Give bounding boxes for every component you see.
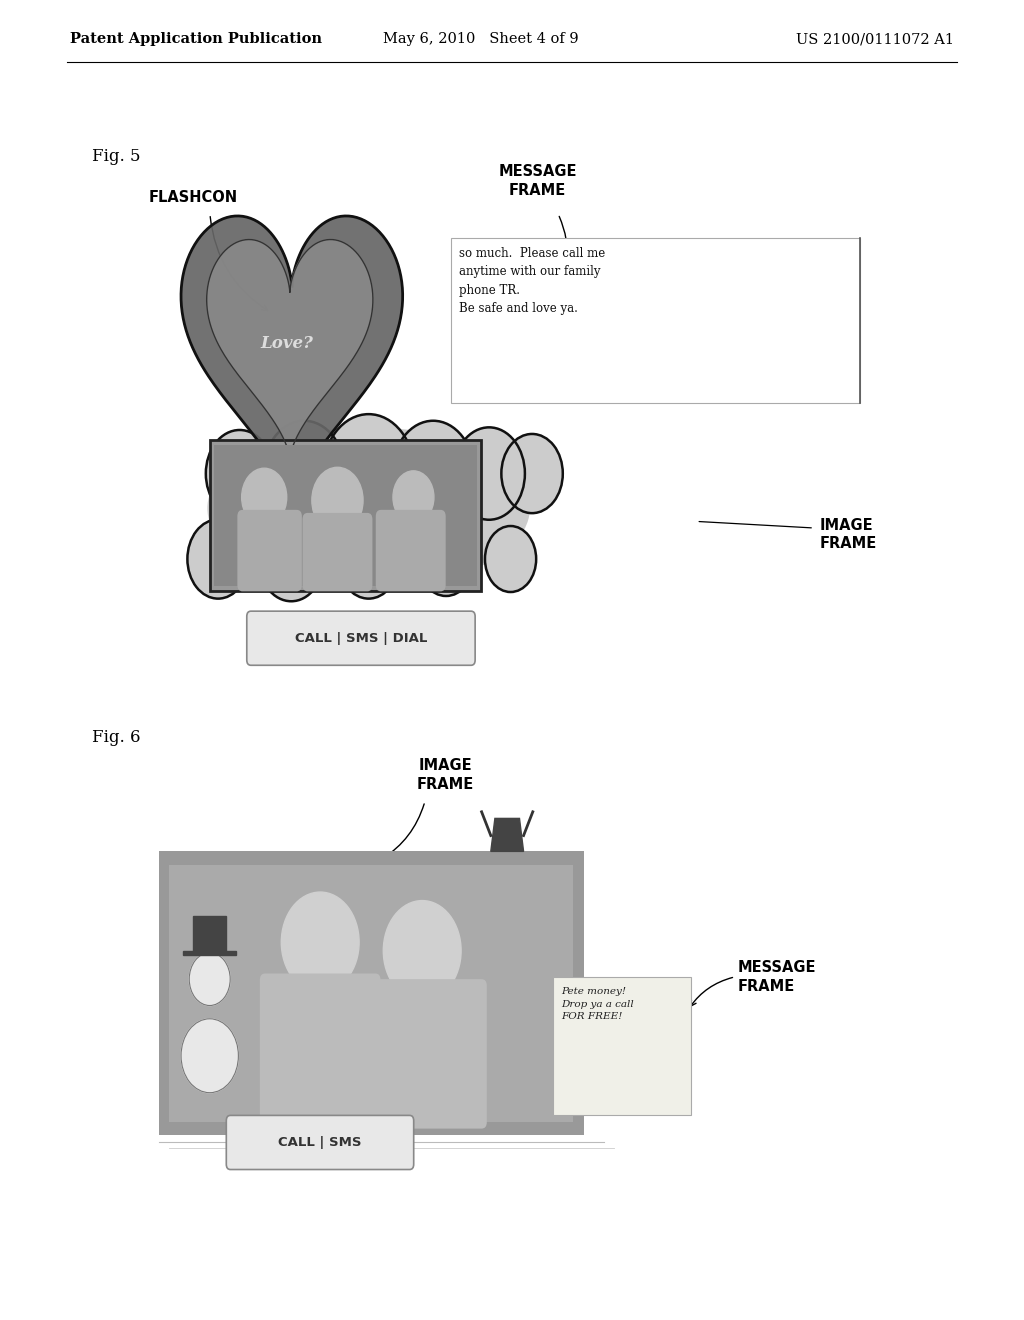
Text: MESSAGE
FRAME: MESSAGE FRAME <box>737 960 816 994</box>
FancyBboxPatch shape <box>210 440 481 591</box>
Text: FLASHCON: FLASHCON <box>148 190 238 205</box>
FancyBboxPatch shape <box>367 979 486 1129</box>
Circle shape <box>312 467 364 533</box>
Text: Patent Application Publication: Patent Application Publication <box>70 32 322 46</box>
Circle shape <box>383 900 461 1001</box>
Text: Love?: Love? <box>260 335 313 351</box>
Circle shape <box>282 892 359 993</box>
Circle shape <box>187 519 249 599</box>
Circle shape <box>181 1019 239 1093</box>
Circle shape <box>454 428 525 520</box>
Circle shape <box>418 521 475 597</box>
Text: Fig. 5: Fig. 5 <box>92 148 140 165</box>
FancyBboxPatch shape <box>226 1115 414 1170</box>
Polygon shape <box>207 239 373 459</box>
Text: IMAGE
FRAME: IMAGE FRAME <box>417 759 474 792</box>
Polygon shape <box>181 216 402 508</box>
Circle shape <box>189 953 230 1006</box>
Text: Fig. 6: Fig. 6 <box>92 729 140 746</box>
FancyBboxPatch shape <box>169 865 573 1122</box>
Circle shape <box>393 471 434 524</box>
FancyBboxPatch shape <box>302 513 373 591</box>
Circle shape <box>485 525 537 591</box>
Circle shape <box>206 430 273 517</box>
Circle shape <box>502 434 563 513</box>
Text: CALL | SMS: CALL | SMS <box>279 1137 361 1148</box>
Text: so much.  Please call me
anytime with our family
phone TR.
Be safe and love ya.: so much. Please call me anytime with our… <box>459 247 605 315</box>
FancyBboxPatch shape <box>376 510 445 591</box>
Circle shape <box>263 421 345 527</box>
FancyBboxPatch shape <box>238 510 302 591</box>
Text: CALL | SMS | DIAL: CALL | SMS | DIAL <box>295 632 427 644</box>
FancyBboxPatch shape <box>260 974 381 1129</box>
FancyBboxPatch shape <box>159 851 584 1135</box>
Circle shape <box>323 414 415 533</box>
FancyBboxPatch shape <box>553 977 691 1115</box>
Circle shape <box>242 469 287 527</box>
Polygon shape <box>183 952 237 956</box>
Circle shape <box>258 516 324 602</box>
FancyBboxPatch shape <box>214 445 477 586</box>
Circle shape <box>392 421 474 527</box>
Circle shape <box>338 519 399 599</box>
Ellipse shape <box>207 428 530 589</box>
Text: May 6, 2010   Sheet 4 of 9: May 6, 2010 Sheet 4 of 9 <box>383 32 580 46</box>
FancyBboxPatch shape <box>247 611 475 665</box>
Text: IMAGE
FRAME: IMAGE FRAME <box>819 517 877 552</box>
FancyBboxPatch shape <box>451 238 860 403</box>
Text: US 2100/0111072 A1: US 2100/0111072 A1 <box>797 32 954 46</box>
Text: Pete money!
Drop ya a call
FOR FREE!: Pete money! Drop ya a call FOR FREE! <box>561 987 634 1022</box>
Polygon shape <box>490 818 523 851</box>
Polygon shape <box>194 916 226 952</box>
Text: MESSAGE
FRAME: MESSAGE FRAME <box>499 165 577 198</box>
